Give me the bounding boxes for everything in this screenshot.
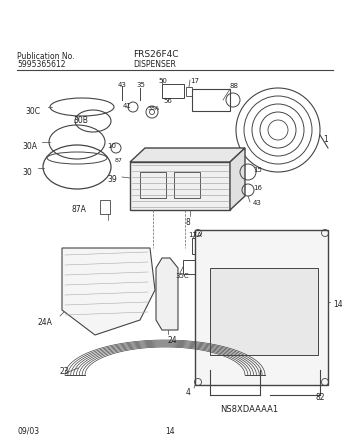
Text: 35C: 35C [175,273,189,279]
Text: 88: 88 [230,83,239,89]
Text: 43: 43 [253,200,262,206]
Text: 38A: 38A [148,106,160,111]
Polygon shape [210,268,318,355]
Text: 30B: 30B [73,116,88,125]
Text: 87A: 87A [72,205,87,214]
Text: 8: 8 [185,218,190,227]
Text: 30: 30 [22,168,32,177]
Text: NS8XDAAAA1: NS8XDAAAA1 [220,405,278,414]
Text: 1: 1 [323,135,328,144]
Bar [140,172,166,198]
Bar [192,89,230,111]
Text: 14: 14 [333,300,343,309]
Polygon shape [230,148,245,210]
Polygon shape [156,258,178,330]
Text: 43: 43 [118,82,127,88]
Text: 23: 23 [60,367,70,376]
Text: 14: 14 [165,427,175,436]
Polygon shape [130,162,230,210]
Text: 24A: 24A [38,318,53,327]
Text: 24: 24 [168,336,177,345]
Text: 56: 56 [163,98,172,104]
Text: 39: 39 [107,175,117,184]
Text: DISPENSER: DISPENSER [133,60,176,69]
Bar [192,238,234,254]
Polygon shape [62,248,155,335]
Bar [162,84,184,98]
Text: 09/03: 09/03 [17,427,39,436]
Text: 16: 16 [253,185,262,191]
Bar [183,260,221,274]
Polygon shape [130,148,245,162]
Text: 35: 35 [136,82,145,88]
Text: 10: 10 [107,143,116,149]
Bar [174,172,200,198]
Bar [186,87,192,96]
Text: 5995365612: 5995365612 [17,60,65,69]
Text: 17A: 17A [188,232,202,238]
Text: 87: 87 [115,158,123,163]
Bar [100,200,110,214]
Text: 30A: 30A [22,142,37,151]
Text: 17: 17 [190,78,199,84]
Text: Publication No.: Publication No. [17,52,75,61]
Bar [198,242,208,250]
Text: 4: 4 [186,388,191,397]
Text: 41: 41 [123,103,132,109]
Text: 82: 82 [316,393,326,402]
Text: 15: 15 [253,167,262,173]
Text: 30C: 30C [25,107,40,116]
Text: FRS26F4C: FRS26F4C [133,50,178,59]
Bar [214,242,224,250]
Text: 50: 50 [158,78,167,84]
Polygon shape [195,230,328,385]
